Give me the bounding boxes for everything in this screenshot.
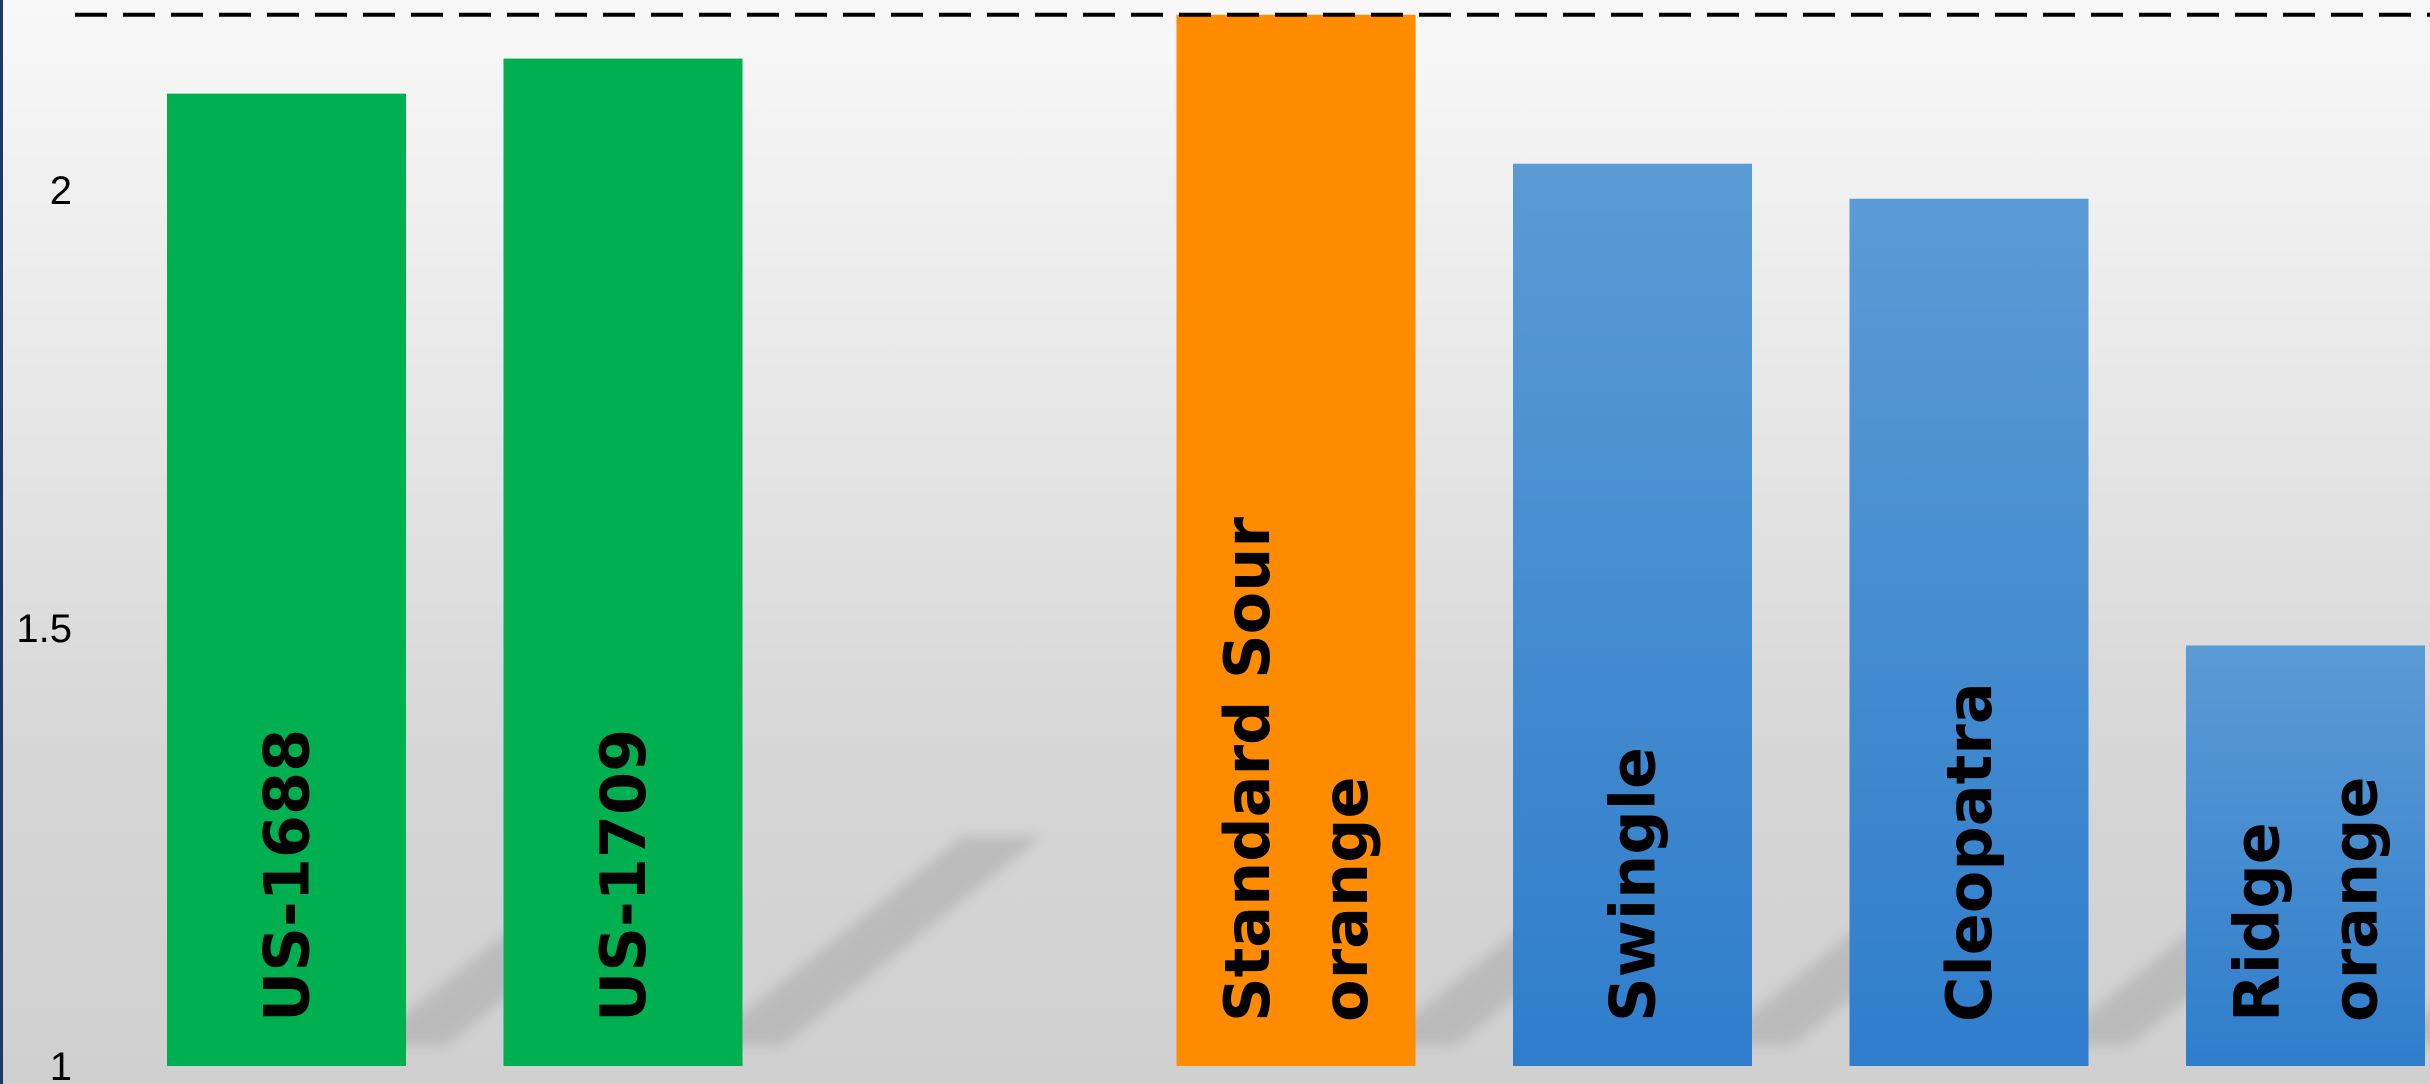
page-border xyxy=(0,0,3,1084)
bar-label: US-1709 xyxy=(587,729,660,1022)
y-tick-label: 1 xyxy=(50,1045,72,1084)
bar-label: Standard Sour xyxy=(1211,517,1284,1022)
y-tick-label: 2 xyxy=(50,169,72,213)
bar xyxy=(1513,163,1752,1067)
bars xyxy=(167,14,2425,1067)
bar-label: US-1688 xyxy=(251,729,324,1022)
bar xyxy=(1176,14,1416,1066)
bar-label: Cleopatra xyxy=(1933,682,2006,1022)
bar-labels: US-1688 US-1709 Standard Sour orange Swingle… xyxy=(251,517,2392,1022)
y-tick-label: 1.5 xyxy=(16,607,72,651)
bar-shadow xyxy=(702,836,1043,1046)
bar xyxy=(167,93,406,1066)
bar xyxy=(1849,198,2089,1066)
bar xyxy=(2186,645,2425,1066)
bar-label: orange xyxy=(2319,776,2392,1022)
bar-label: Ridge xyxy=(2221,822,2294,1022)
y-axis-ticks: 11.52 xyxy=(16,169,72,1084)
bar xyxy=(503,58,743,1067)
bar-label: orange xyxy=(1309,776,1382,1022)
bar-label: Swingle xyxy=(1597,747,1670,1022)
